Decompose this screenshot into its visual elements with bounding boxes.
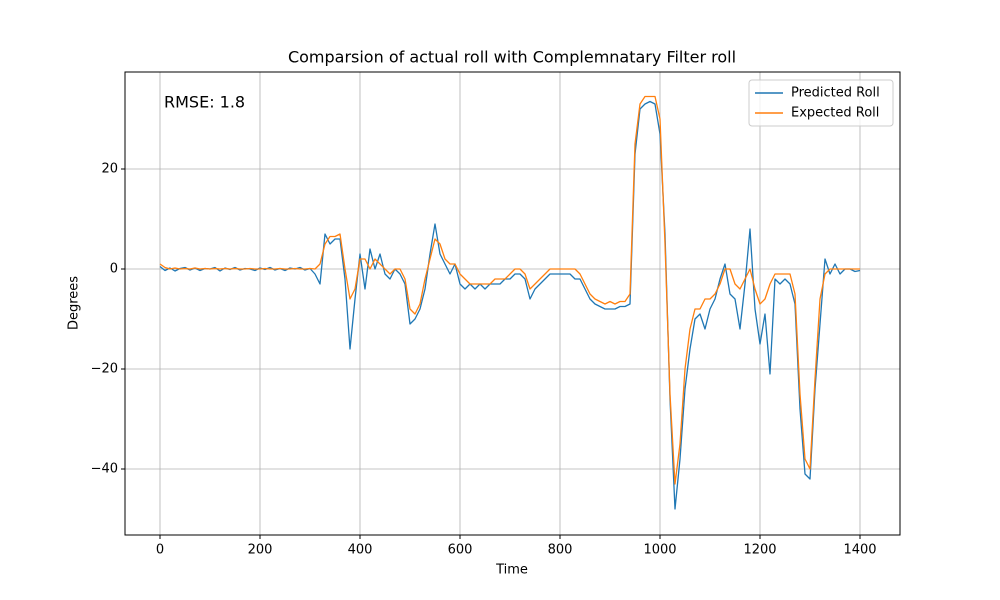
y-tick-label: −40 [91, 462, 118, 477]
x-tick-label: 800 [548, 543, 573, 558]
legend-label: Expected Roll [791, 106, 879, 121]
plot-frame [124, 71, 901, 536]
x-axis-label: Time [495, 563, 528, 578]
y-tick-label: 20 [101, 162, 118, 177]
x-tick-label: 1200 [743, 543, 776, 558]
x-tick-label: 400 [348, 543, 373, 558]
x-tick-label: 600 [448, 543, 473, 558]
y-axis-label: Degrees [67, 276, 82, 330]
data-line [159, 95, 860, 485]
data-line [159, 100, 861, 510]
y-tick-label: 0 [110, 262, 118, 277]
x-tick-label: 1000 [643, 543, 676, 558]
legend-label: Predicted Roll [791, 86, 880, 101]
annotation: RMSE: 1.8 [164, 93, 245, 112]
legend-box [748, 79, 894, 127]
y-tick-label: −20 [91, 362, 118, 377]
x-tick-label: 200 [248, 543, 273, 558]
x-tick-label: 1400 [843, 543, 876, 558]
chart-title: Comparsion of actual roll with Complemna… [288, 48, 736, 67]
x-tick-label: 0 [156, 543, 164, 558]
